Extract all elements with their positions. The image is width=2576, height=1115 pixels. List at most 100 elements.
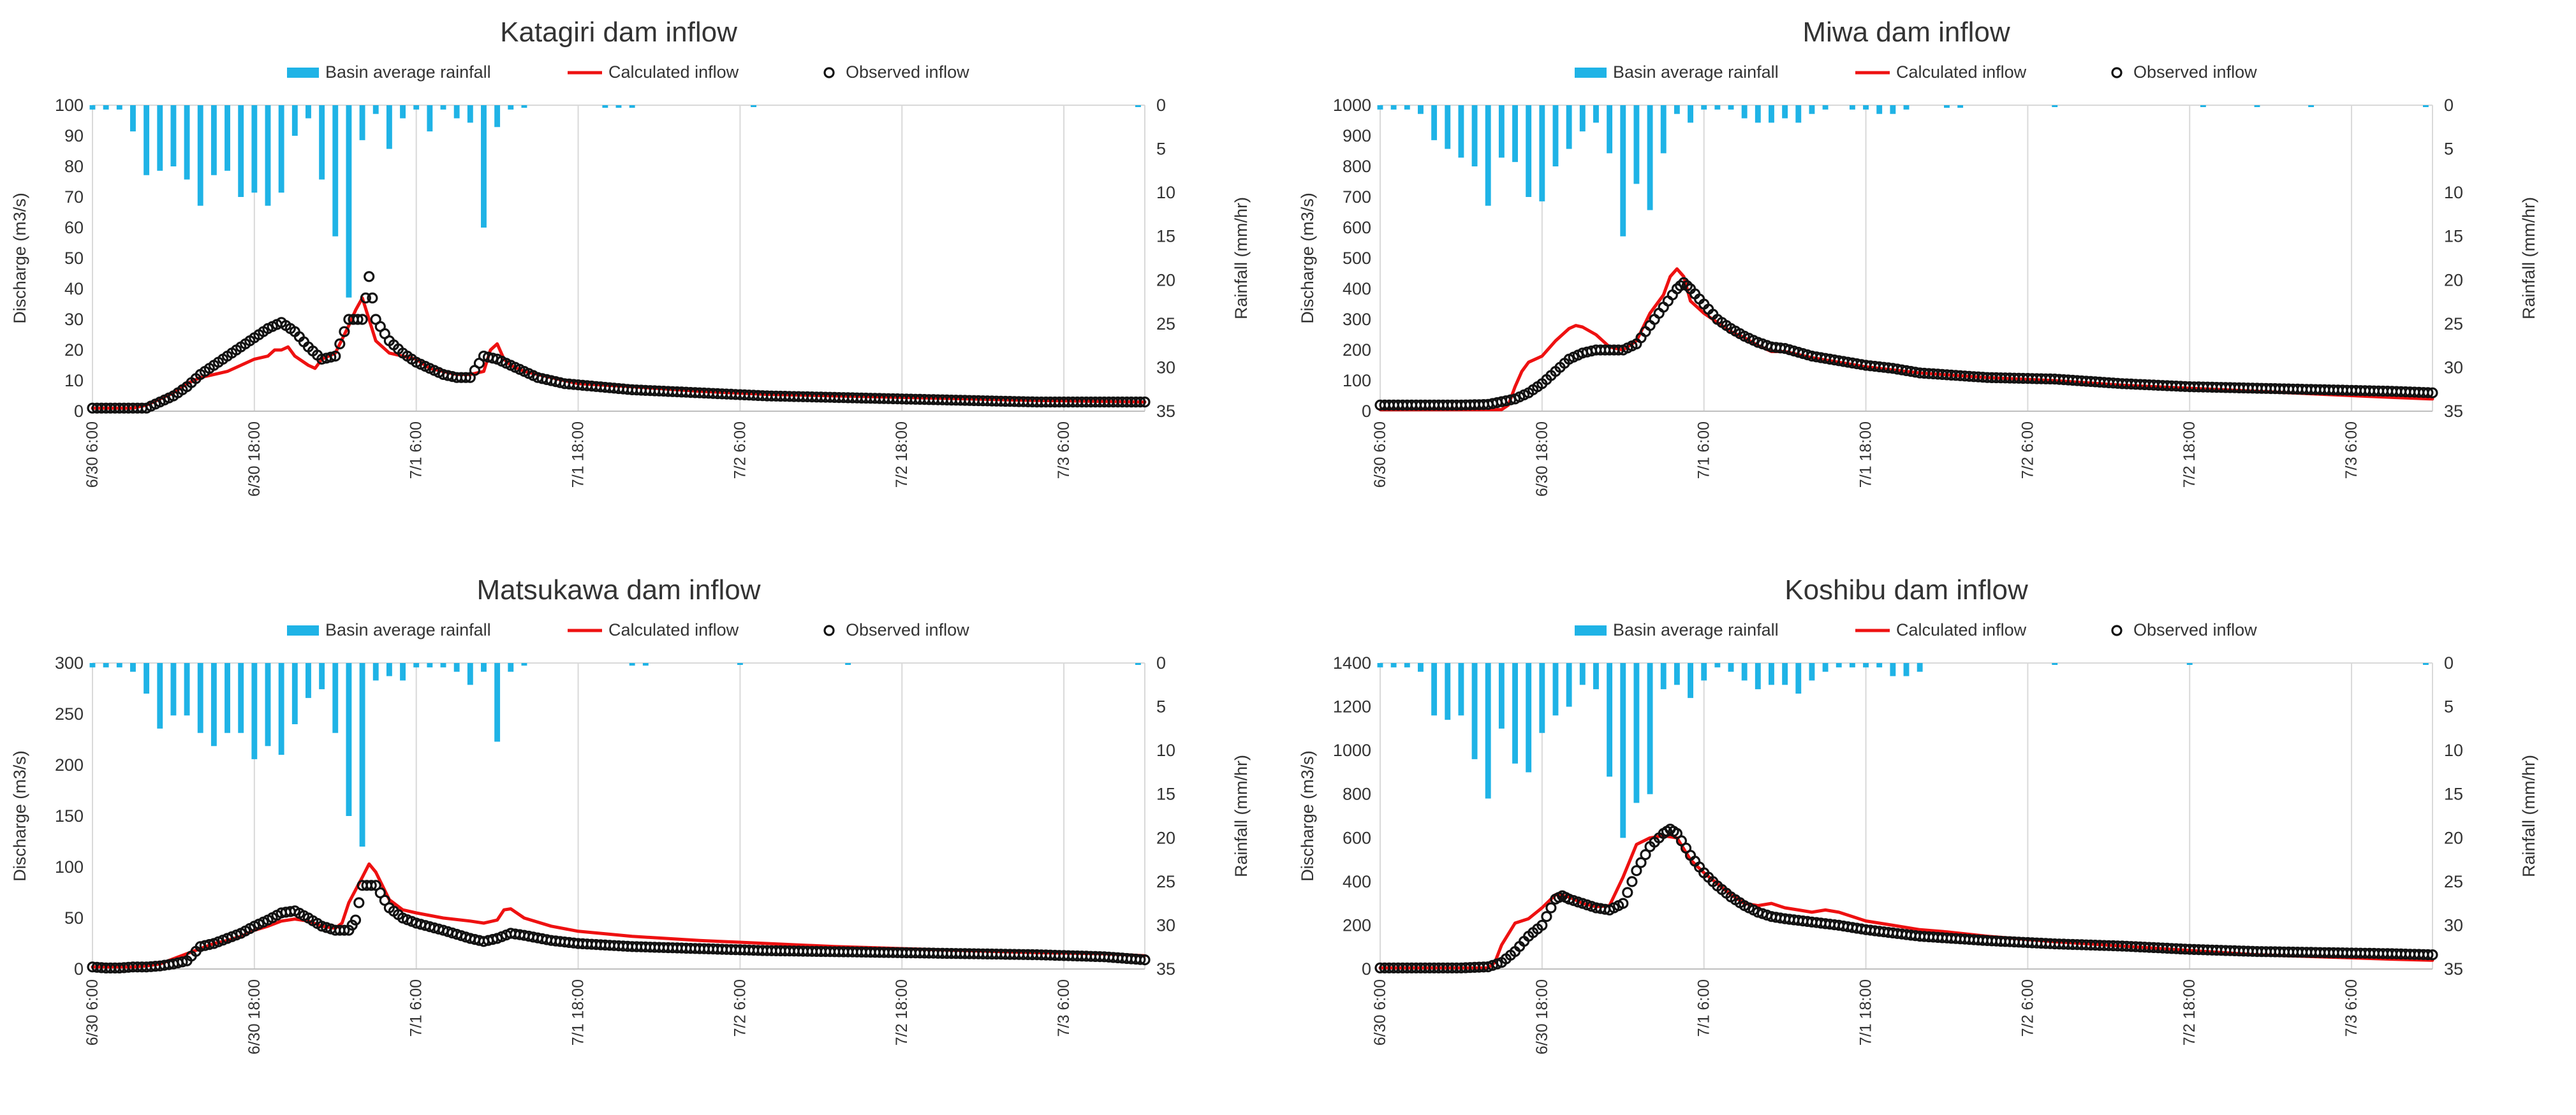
rainfall-bar (1485, 105, 1491, 206)
rainfall-bar (400, 663, 406, 681)
observed-marker (339, 924, 350, 936)
rainfall-bar (2422, 663, 2429, 665)
rainfall-bar (1728, 663, 1734, 672)
rainfall-bar (400, 105, 406, 119)
y2-tick-label: 25 (1156, 314, 1175, 333)
x-tick-label: 7/3 6:00 (1055, 421, 1073, 479)
y2-tick-label: 25 (2444, 314, 2463, 333)
legend-observed-label: Observed inflow (846, 620, 969, 639)
rainfall-bar (1404, 663, 1410, 667)
y2-tick-label: 35 (1156, 402, 1175, 421)
rainfall-bar (359, 105, 365, 140)
legend-rainfall-label: Basin average rainfall (325, 620, 491, 639)
y-tick-label: 0 (1362, 402, 1371, 421)
observed-inflow-markers (1374, 277, 2438, 411)
rainfall-bar (319, 105, 325, 180)
legend-calculated-label: Calculated inflow (1896, 620, 2027, 639)
x-tick-label: 7/2 18:00 (2181, 421, 2198, 488)
rainfall-bar (291, 105, 298, 136)
observed-marker (460, 372, 471, 383)
rainfall-bar (751, 105, 756, 107)
x-tick-label: 7/3 6:00 (2343, 979, 2360, 1037)
y-tick-label: 600 (1343, 828, 1371, 847)
rainfall-bar (1741, 663, 1748, 681)
rainfall-bar (319, 663, 325, 690)
y-tick-label: 50 (64, 908, 84, 928)
observed-marker (350, 914, 362, 926)
rainfall-bar (278, 105, 284, 193)
y-tick-label: 300 (55, 653, 84, 673)
rainfall-bar (1809, 663, 1815, 681)
y-tick-label: 800 (1343, 785, 1371, 804)
rainfall-bar (1769, 663, 1774, 685)
rainfall-bar (1620, 105, 1626, 237)
rainfall-bar (440, 105, 446, 110)
rainfall-bar (1566, 663, 1572, 707)
rainfall-bar (251, 105, 258, 193)
rainfall-bar (737, 663, 743, 665)
rainfall-bar (1647, 663, 1653, 794)
rainfall-bar (494, 663, 501, 742)
legend-rainfall-label: Basin average rainfall (325, 62, 491, 82)
chart-svg: Katagiri dam inflow010203040506070809010… (10, 17, 1251, 497)
y-tick-label: 600 (1343, 218, 1371, 237)
y-axis-title: Discharge (m3/s) (10, 750, 29, 882)
rainfall-bar (1903, 105, 1910, 110)
x-tick-label: 7/2 6:00 (2019, 421, 2036, 479)
observed-marker (1139, 954, 1151, 966)
rainfall-bar (2308, 105, 2315, 107)
y2-tick-label: 0 (1156, 653, 1166, 673)
rainfall-bar (184, 663, 190, 716)
y2-tick-label: 5 (2444, 140, 2454, 159)
x-tick-label: 6/30 6:00 (1371, 421, 1389, 488)
rainfall-bar (1876, 663, 1883, 667)
rainfall-bar (265, 663, 271, 747)
rainfall-bar (1769, 105, 1774, 123)
legend-calculated-label: Calculated inflow (608, 620, 739, 639)
rainfall-bar (346, 105, 352, 298)
chart-title: Koshibu dam inflow (1785, 574, 2028, 606)
y2-axis-title: Rainfall (mm/hr) (1232, 755, 1251, 877)
rainfall-bar (157, 105, 163, 171)
y-tick-label: 60 (64, 218, 84, 237)
rainfall-bar (1620, 663, 1626, 838)
rainfall-bar (1863, 105, 1869, 110)
rainfall-bar (1795, 663, 1802, 694)
rainfall-bars (89, 663, 1141, 847)
observed-marker (1622, 887, 1633, 898)
rainfall-bar (224, 105, 230, 171)
rainfall-bar (1688, 105, 1693, 123)
rainfall-bar (1782, 663, 1788, 685)
observed-marker (1635, 857, 1647, 868)
observed-marker (1541, 911, 1552, 922)
y2-tick-label: 20 (1156, 828, 1175, 847)
rainfall-bar (1445, 663, 1451, 720)
rainfall-bar (1674, 105, 1680, 114)
rainfall-bar (1876, 105, 1883, 114)
rainfall-bar (130, 105, 136, 132)
chart-svg: Koshibu dam inflow0200400600800100012001… (1298, 574, 2538, 1054)
rainfall-bar (467, 105, 473, 123)
y-tick-label: 0 (74, 959, 84, 979)
rainfall-bar (116, 663, 122, 667)
rainfall-bar (1431, 663, 1438, 716)
rainfall-bar (197, 105, 203, 206)
legend: Basin average rainfall Calculated inflow O… (1575, 620, 2257, 639)
rainfall-bar (1471, 105, 1478, 166)
rainfall-bar (1552, 663, 1559, 716)
observed-inflow-markers (87, 271, 1151, 414)
observed-marker (364, 271, 375, 282)
rainfall-bar (386, 105, 392, 149)
rainfall-bar (157, 663, 163, 729)
rainfall-bar (372, 105, 379, 114)
chart-svg: Miwa dam inflow0100200300400500600700800… (1298, 17, 2538, 497)
y-axis-title: Discharge (m3/s) (10, 193, 29, 324)
legend: Basin average rainfall Calculated inflow O… (1575, 62, 2257, 82)
y-tick-label: 10 (64, 371, 84, 390)
rainfall-bar (1566, 105, 1572, 149)
rainfall-bar (1714, 105, 1721, 110)
rainfall-bar (1849, 663, 1855, 667)
rainfall-bar (467, 663, 473, 685)
rainfall-bars (89, 105, 1141, 298)
observed-marker (367, 292, 378, 303)
